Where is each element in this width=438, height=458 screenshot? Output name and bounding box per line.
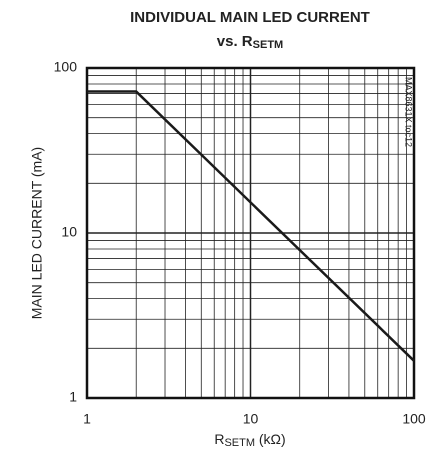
data-line bbox=[87, 90, 415, 362]
chart-subtitle: vs. RSETM bbox=[217, 33, 283, 51]
y-axis-label: MAIN LED CURRENT (mA) bbox=[29, 147, 45, 319]
y-tick-label: 1 bbox=[69, 389, 77, 405]
subtitle-text: vs. R bbox=[217, 33, 253, 50]
x-label-main: R bbox=[214, 431, 224, 447]
plot-frame bbox=[85, 66, 416, 400]
y-tick-label: 100 bbox=[54, 59, 78, 75]
y-tick-label: 10 bbox=[61, 224, 77, 240]
subtitle-subscript: SETM bbox=[253, 39, 284, 51]
chart-title: INDIVIDUAL MAIN LED CURRENT bbox=[130, 9, 370, 26]
x-tick-label: 1 bbox=[83, 411, 91, 427]
x-label-subscript: SETM bbox=[224, 437, 255, 449]
x-label-unit: (kΩ) bbox=[255, 431, 286, 447]
x-tick-label: 100 bbox=[402, 411, 426, 427]
x-axis-label: RSETM (kΩ) bbox=[214, 431, 285, 449]
x-tick-label: 10 bbox=[243, 411, 259, 427]
annotation: MAX8631X toc12 bbox=[404, 77, 414, 147]
